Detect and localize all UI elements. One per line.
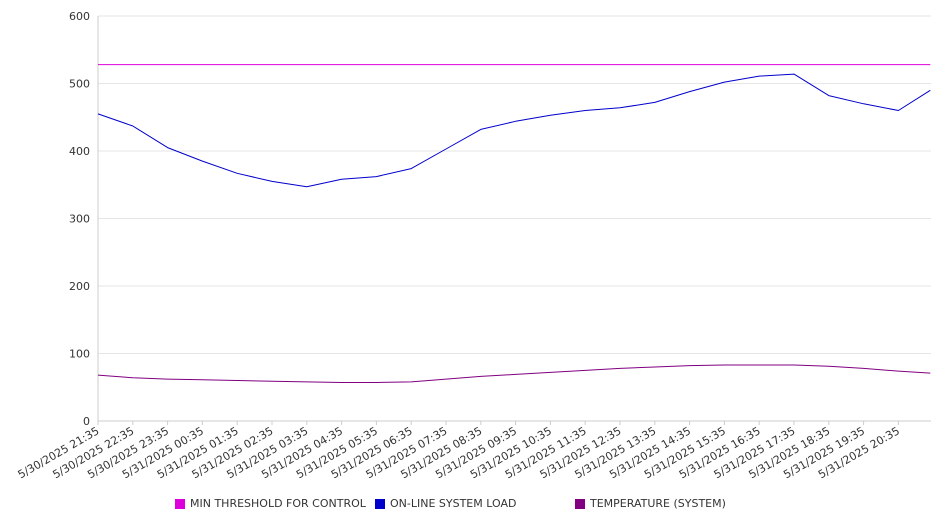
y-tick-label: 500 xyxy=(69,78,90,91)
y-tick-label: 600 xyxy=(69,10,90,23)
legend-item-min-threshold: MIN THRESHOLD FOR CONTROL xyxy=(175,497,366,510)
series-line-temperature xyxy=(97,364,931,383)
legend-label-min-threshold: MIN THRESHOLD FOR CONTROL xyxy=(190,497,366,510)
legend-swatch-temperature xyxy=(575,498,585,509)
y-tick-label: 400 xyxy=(69,145,90,158)
legend-item-temperature: TEMPERATURE (SYSTEM) xyxy=(575,497,726,510)
y-axis: 0 100 200 300 400 500 600 xyxy=(69,10,99,428)
y-tick-label: 100 xyxy=(69,348,90,361)
series-line-system-load xyxy=(97,73,931,188)
legend-label-system-load: ON-LINE SYSTEM LOAD xyxy=(390,497,517,510)
legend-swatch-min-threshold xyxy=(175,498,185,509)
legend-swatch-system-load xyxy=(375,498,385,509)
legend-label-temperature: TEMPERATURE (SYSTEM) xyxy=(590,497,726,510)
y-tick-label: 200 xyxy=(69,280,90,293)
y-tick-label: 300 xyxy=(69,213,90,226)
y-tick-label: 0 xyxy=(83,415,90,428)
x-axis: 5/30/2025 21:355/30/2025 22:355/30/2025 … xyxy=(16,420,931,481)
legend: MIN THRESHOLD FOR CONTROL ON-LINE SYSTEM… xyxy=(0,497,946,515)
grid-lines xyxy=(98,15,931,422)
legend-item-system-load: ON-LINE SYSTEM LOAD xyxy=(375,497,516,510)
series-lines xyxy=(97,64,931,383)
